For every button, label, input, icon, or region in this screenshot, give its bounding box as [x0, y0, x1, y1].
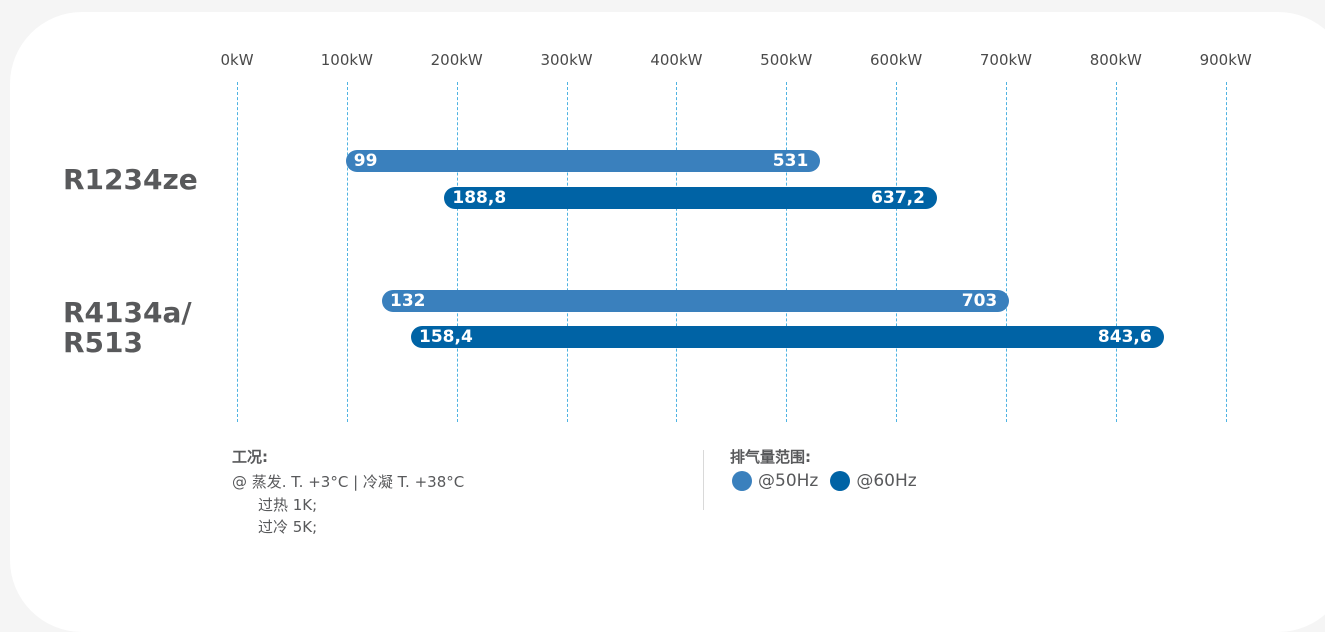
conditions-line-1: @ 蒸发. T. +3°C | 冷凝 T. +38°C	[232, 473, 465, 491]
legend-label-60hz: @60Hz	[856, 471, 917, 491]
x-tick-label: 0kW	[220, 51, 254, 69]
legend-label-50hz: @50Hz	[758, 471, 819, 491]
x-tick-label: 600kW	[870, 51, 923, 69]
gridline	[237, 82, 238, 422]
gridline	[676, 82, 678, 422]
bar-start-label: 99	[353, 151, 378, 171]
conditions-line-2: 过热 1K;	[258, 496, 318, 514]
gridline	[896, 82, 898, 422]
gridline	[786, 82, 788, 422]
legend-dot-60hz	[830, 471, 851, 491]
bar-start-label: 158,4	[419, 327, 473, 347]
range-bar: 188,8 637,2	[444, 187, 937, 209]
x-tick-label: 700kW	[979, 51, 1033, 69]
conditions-title: 工况:	[232, 448, 268, 466]
bar-end-label: 531	[772, 151, 809, 171]
conditions-line-3: 过冷 5K;	[258, 518, 318, 536]
bar-start-label: 132	[390, 291, 426, 311]
category-label: R1234ze	[63, 163, 198, 196]
gridline	[346, 82, 348, 422]
bar-end-label: 703	[961, 291, 998, 311]
x-tick-label: 300kW	[540, 51, 593, 69]
gridline	[1115, 82, 1117, 422]
x-tick-label: 200kW	[430, 51, 483, 69]
bar-end-label: 637,2	[871, 188, 925, 208]
gridline	[456, 82, 458, 422]
legend: @50Hz @60Hz	[732, 471, 923, 491]
chart-card	[10, 12, 1325, 632]
x-tick-label: 400kW	[650, 51, 703, 69]
range-bar: 99 531	[345, 150, 821, 172]
bar-end-label: 843,6	[1097, 327, 1152, 347]
x-tick-label: 900kW	[1199, 51, 1252, 69]
gridline	[1005, 82, 1007, 422]
category-label: R4134a/R513	[63, 296, 192, 359]
range-bar: 158,4 843,6	[411, 326, 1164, 348]
x-tick-label: 100kW	[320, 51, 373, 69]
x-tick-label: 800kW	[1089, 51, 1142, 69]
legend-dot-50hz	[732, 471, 752, 491]
range-bar: 132 703	[382, 290, 1010, 312]
gridline	[566, 82, 568, 422]
x-tick-label: 500kW	[760, 51, 813, 69]
gridline	[1225, 82, 1227, 422]
divider	[703, 450, 704, 510]
legend-title: 排气量范围:	[730, 448, 811, 466]
bar-start-label: 188,8	[452, 188, 507, 208]
